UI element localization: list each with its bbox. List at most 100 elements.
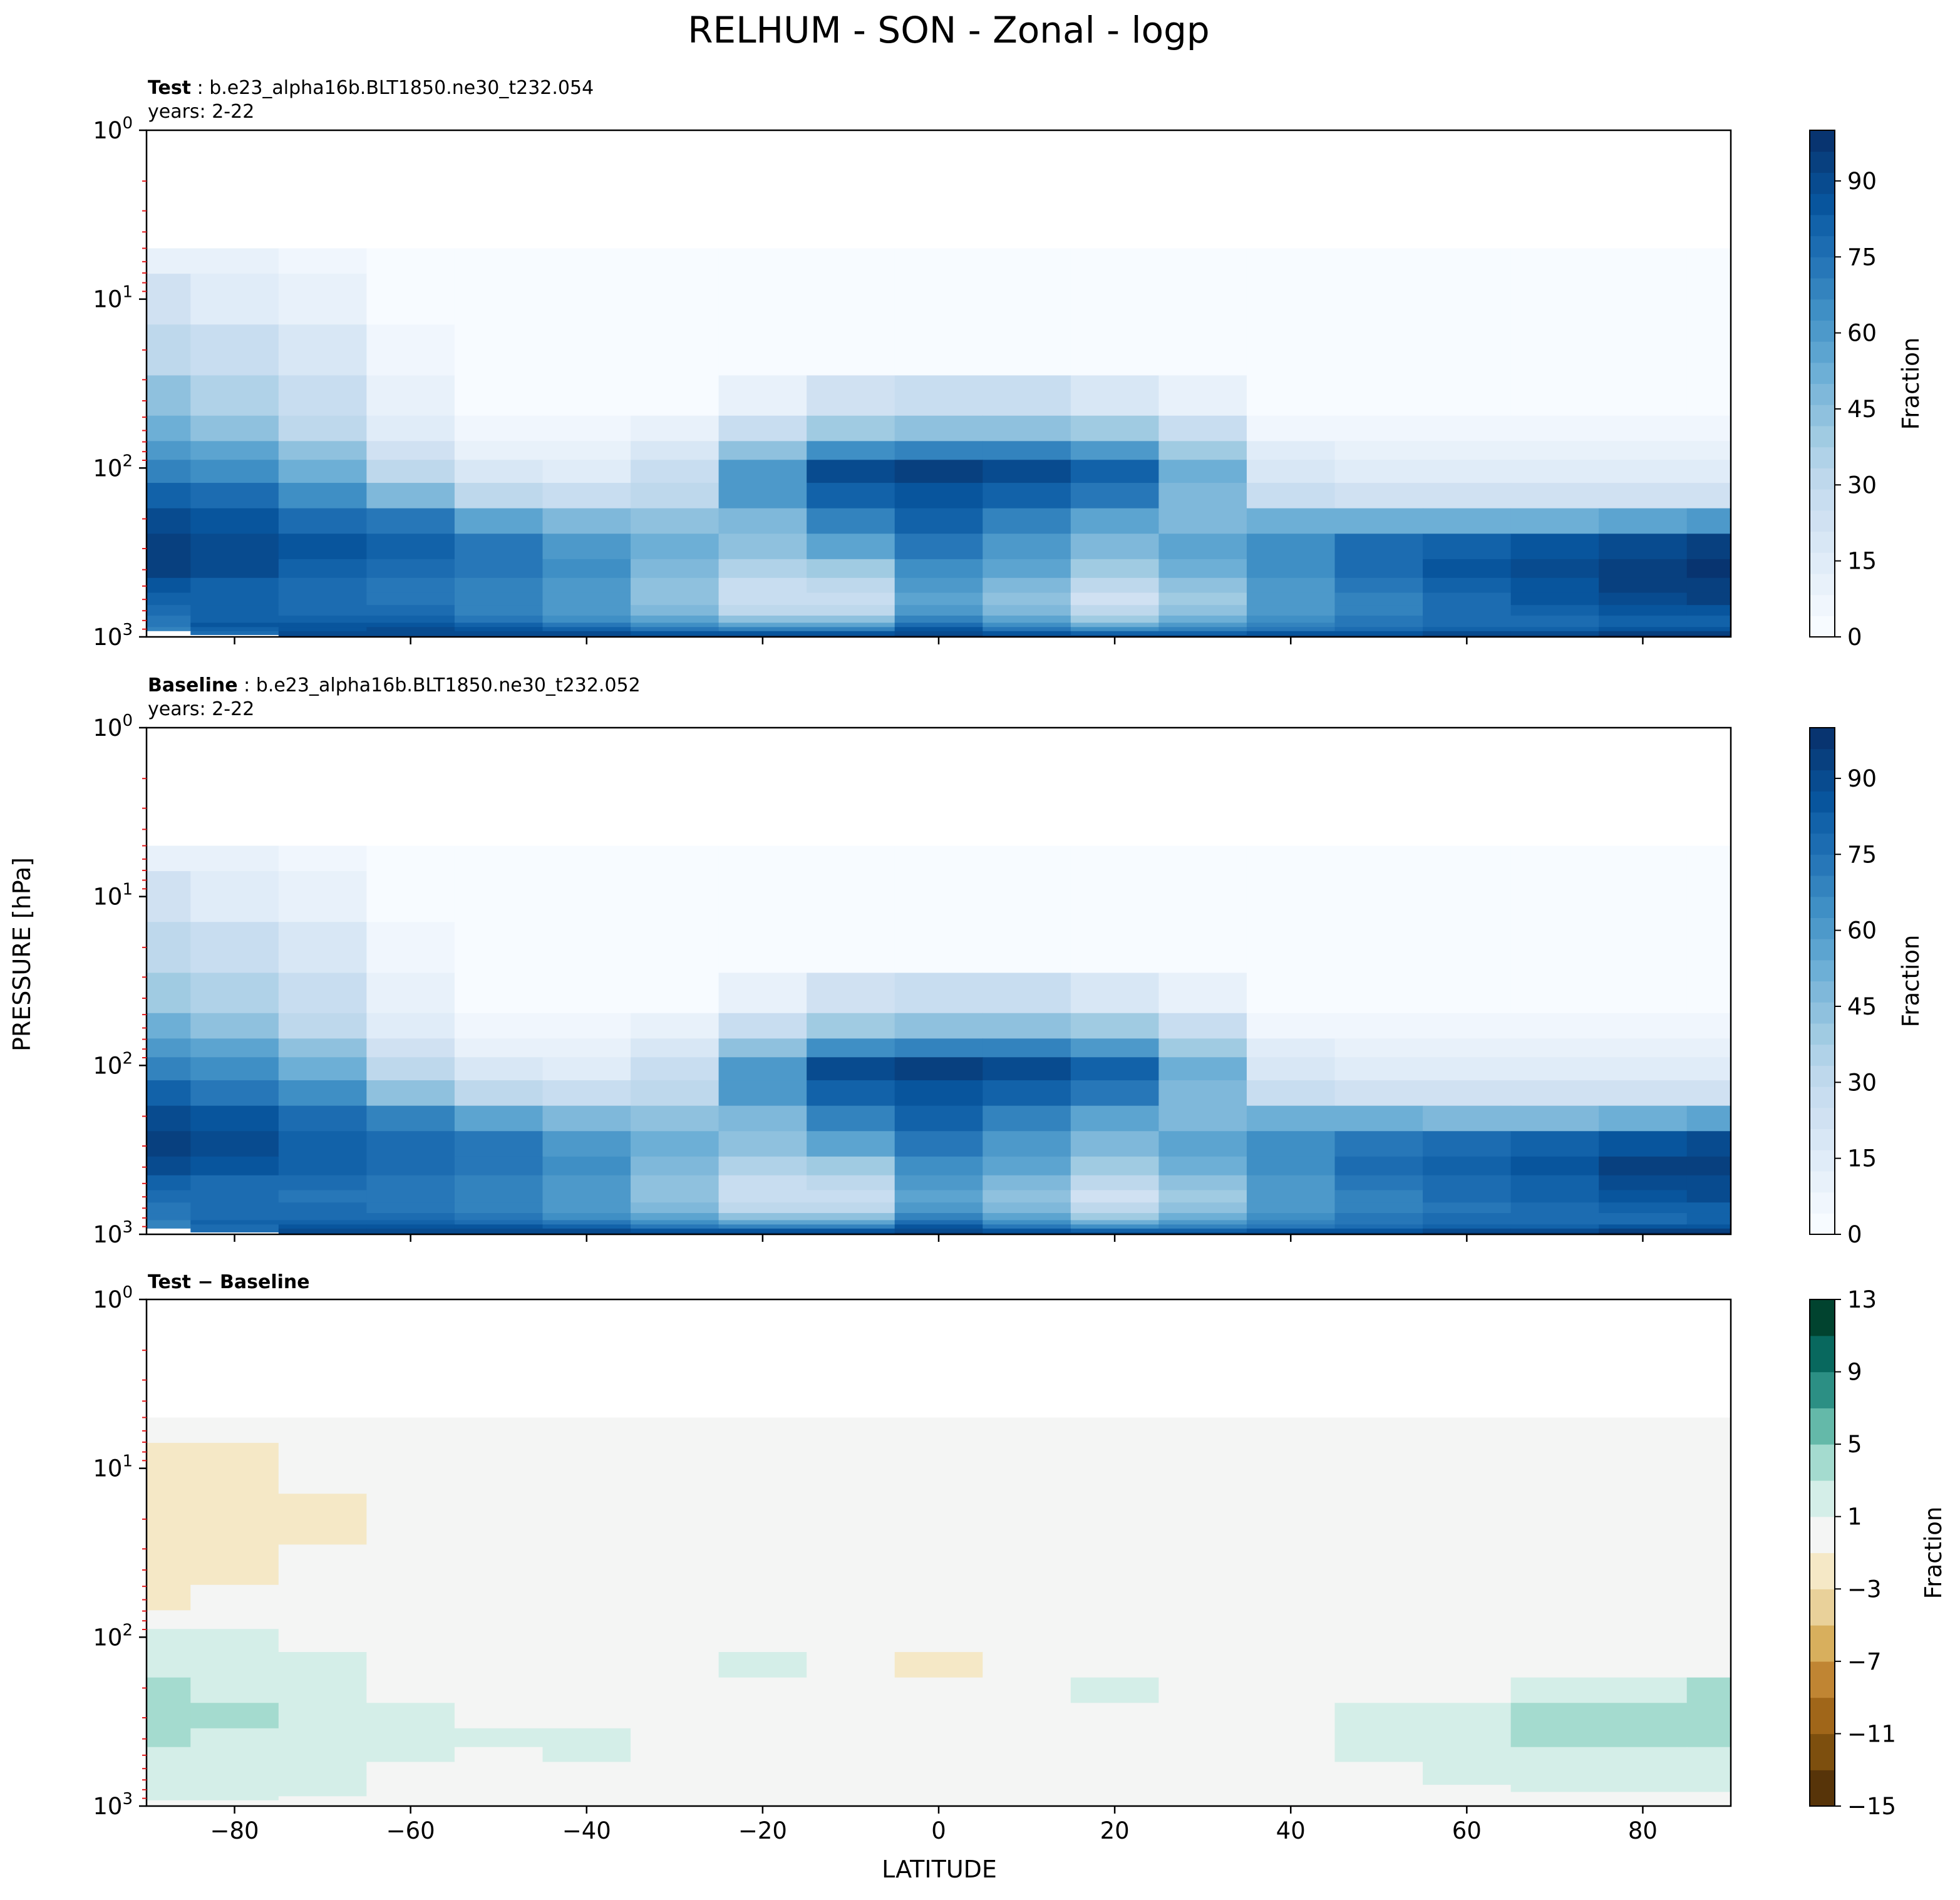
colorbar: 0 15 30 45 60 75 90 Fraction (1809, 727, 1924, 1248)
cell (718, 483, 807, 509)
cell (1686, 1224, 1731, 1229)
cell (807, 534, 895, 560)
cell (1423, 871, 1512, 922)
cell (1158, 1131, 1247, 1157)
cell (807, 1190, 895, 1203)
cell (807, 1785, 895, 1793)
cell (366, 634, 455, 637)
cell (1599, 616, 1688, 624)
cell (983, 1584, 1071, 1611)
cell (147, 1703, 191, 1729)
cell (366, 1417, 455, 1443)
cell (1599, 1213, 1688, 1221)
cell (718, 577, 807, 594)
cell (147, 622, 191, 627)
cell (718, 1677, 807, 1703)
y-tick-label: 103 (93, 621, 133, 651)
cell (1423, 1220, 1512, 1225)
cell (1599, 1156, 1688, 1176)
cell (1158, 1584, 1247, 1611)
cell (807, 508, 895, 534)
cell (631, 1494, 720, 1546)
cell (1334, 1584, 1423, 1611)
cell (1686, 1232, 1731, 1234)
cell (1246, 508, 1336, 534)
cell (1686, 508, 1731, 534)
cell (1686, 415, 1731, 441)
cell (366, 1224, 455, 1229)
colorbar: 0 15 30 45 60 75 90 Fraction (1809, 130, 1924, 651)
cell (454, 1202, 544, 1214)
cell (542, 1013, 631, 1039)
colorbar-swatch (1810, 277, 1835, 300)
cell (1158, 973, 1247, 1014)
cell (542, 1728, 631, 1748)
cell (1246, 1796, 1336, 1801)
cell (1070, 508, 1159, 534)
cell (1334, 1224, 1423, 1229)
cell (983, 1610, 1071, 1629)
cell (542, 1105, 631, 1132)
cell (278, 1220, 367, 1225)
cell (1599, 1584, 1688, 1611)
cell (718, 871, 807, 922)
cell (1599, 973, 1688, 1014)
cell (718, 1038, 807, 1058)
cell (1158, 1652, 1247, 1678)
cell (366, 1190, 455, 1203)
cell (1686, 1804, 1731, 1806)
cell (1334, 375, 1423, 416)
cell (1246, 1677, 1336, 1703)
colorbar-swatch (1810, 552, 1835, 574)
cell (190, 324, 279, 376)
cell (983, 1652, 1071, 1678)
cell (1070, 577, 1159, 594)
cell (1423, 1747, 1512, 1763)
cell (1510, 415, 1599, 441)
cell (190, 973, 279, 1014)
cell (1686, 1762, 1731, 1775)
x-tick-label: −40 (562, 1817, 611, 1844)
cell (454, 1703, 544, 1729)
cell (1334, 1417, 1423, 1443)
cell (718, 1131, 807, 1157)
cell (1599, 508, 1688, 534)
cell (631, 1544, 720, 1586)
colorbar-swatch (1810, 1408, 1835, 1445)
cell (278, 592, 367, 606)
cell (718, 631, 807, 636)
cell (1510, 1038, 1599, 1058)
cell (807, 274, 895, 325)
cell (631, 274, 720, 325)
cell (1686, 1080, 1731, 1107)
cell (894, 622, 983, 627)
colorbar-swatch (1810, 1044, 1835, 1066)
cell (278, 1747, 367, 1763)
cell (190, 1156, 279, 1176)
cell (1246, 845, 1336, 872)
cell (366, 1213, 455, 1221)
cell (190, 1131, 279, 1157)
cell (278, 1175, 367, 1191)
cell (366, 1762, 455, 1775)
colorbar-tick-label: 60 (1847, 917, 1877, 944)
cell (1599, 1417, 1688, 1443)
cell (807, 1703, 895, 1729)
cell (147, 605, 191, 616)
cell (190, 616, 279, 624)
cell (807, 1228, 895, 1233)
cell (1423, 1792, 1512, 1797)
cell (1334, 1443, 1423, 1494)
cell (278, 324, 367, 376)
cell (1246, 1762, 1336, 1775)
cell (542, 631, 631, 636)
cell (1510, 508, 1599, 534)
cell (366, 1677, 455, 1703)
cell (1334, 534, 1423, 560)
cell (454, 415, 544, 441)
cell (542, 1584, 631, 1611)
cell (1423, 1610, 1512, 1629)
cell (631, 1038, 720, 1058)
cell (1334, 627, 1423, 632)
cell (631, 1610, 720, 1629)
